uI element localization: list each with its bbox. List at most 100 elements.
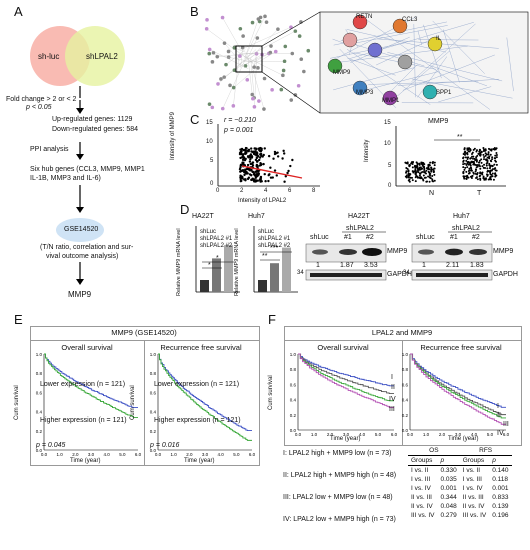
network-node <box>219 77 223 81</box>
network-node <box>252 65 256 69</box>
box-point-n <box>427 170 430 173</box>
scatter-point <box>257 155 260 158</box>
scatter-point <box>248 168 251 171</box>
wb2-n1: #1 <box>450 234 458 241</box>
e-os-xtick: 6.0 <box>135 452 142 457</box>
network-node <box>210 105 215 110</box>
e-rfs-ytick: 0.2 <box>150 429 157 434</box>
panel-e-title: MMP9 (GSE14520) <box>111 328 177 337</box>
box-point-n <box>433 164 436 167</box>
table-cell: 0.196 <box>492 512 509 519</box>
box-point-t <box>485 162 488 165</box>
zoom-network <box>327 14 514 110</box>
box-point-n <box>408 164 411 167</box>
box-point-t <box>471 155 474 158</box>
up-regulated-text: Up-regulated genes: 1129 <box>52 116 133 123</box>
box-point-t <box>485 164 488 167</box>
network-node <box>241 34 245 38</box>
hub-genes-line2: IL-1B, MMP3 and IL-6) <box>30 175 101 182</box>
scatter-point <box>242 156 246 159</box>
network-hub-node <box>422 84 438 100</box>
box-point-t <box>463 168 466 171</box>
bar-legend-2b: shLPAL2 #1 <box>258 236 291 242</box>
box-point-t <box>493 163 496 166</box>
box-point-n <box>422 174 425 177</box>
box-point-t <box>471 157 474 160</box>
box-point-n <box>431 175 434 178</box>
wb2-mw: 34 <box>403 270 410 276</box>
box-point-n <box>411 166 414 169</box>
box-point-t <box>462 170 465 173</box>
scatter-point <box>242 148 245 152</box>
panel-label-b: B <box>190 4 199 19</box>
th-os: OS <box>429 447 439 454</box>
wb2-val-1: 2.11 <box>446 262 460 269</box>
scatter-point <box>243 178 246 181</box>
box-point-t <box>472 172 475 175</box>
box-point-t <box>462 156 465 159</box>
box-point-n <box>425 169 428 172</box>
km-curve <box>298 353 394 395</box>
box-point-n <box>423 168 426 171</box>
f-os-xtick: 6.0 <box>391 432 398 437</box>
node-label-retn: RETN <box>356 14 373 20</box>
scatter-point <box>259 175 263 179</box>
box-point-n <box>428 176 431 179</box>
scatter-point <box>255 173 259 177</box>
box-point-t <box>488 162 491 165</box>
scatter-point <box>273 169 277 172</box>
network-node <box>207 51 212 56</box>
table-cell: II vs. IV <box>462 503 485 510</box>
e-os-ytick: 0.0 <box>36 448 43 453</box>
bar <box>282 247 291 292</box>
scatter-ytick-2: 5 <box>210 158 214 164</box>
network-node <box>299 57 304 61</box>
box-point-n <box>405 170 408 173</box>
e-os-xtick: 4.0 <box>104 452 111 457</box>
table-row: I vs. III 0.035 I vs. III 0.118 <box>408 475 512 484</box>
box-point-t <box>465 178 468 181</box>
box-point-t <box>495 156 498 159</box>
e-os-high-label: Higher expression (n = 121) <box>40 417 127 424</box>
table-cell: II vs. IV <box>411 503 433 510</box>
f-rfs-ytick: 0.8 <box>402 367 409 372</box>
e-rfs-xtick: 4.0 <box>218 452 225 457</box>
scatter-point <box>244 151 247 155</box>
scatter-xtick-1: 2 <box>240 188 244 194</box>
box-point-n <box>407 176 410 179</box>
network-node <box>210 60 215 64</box>
table-cell: 0.344 <box>440 494 457 501</box>
bars-ha22t <box>200 245 233 292</box>
box-point-t <box>463 148 466 151</box>
km-curve <box>44 353 138 418</box>
box-point-n <box>411 170 414 173</box>
box-point-t <box>478 150 481 153</box>
bar-title-ha22t: HA22T <box>192 213 214 220</box>
scatter-point <box>286 171 289 175</box>
box-point-t <box>473 147 476 150</box>
table-row: III vs. IV 0.279 III vs. IV 0.196 <box>408 511 512 520</box>
e-rfs-xtick: 1.0 <box>171 452 178 457</box>
box-point-t <box>465 159 468 162</box>
box-point-t <box>464 156 467 159</box>
f-rfs-xtick: 3.0 <box>455 432 462 437</box>
node-label-mmp1: MMP1 <box>382 98 400 104</box>
scatter-point <box>239 170 242 173</box>
box-point-t <box>495 152 498 155</box>
bar-legend-3b: shLPAL2 #2 <box>258 243 291 249</box>
f-rfs-IV: IV <box>497 430 504 437</box>
box-point-t <box>484 148 487 151</box>
regression-line <box>241 165 303 179</box>
f-rfs-xtick: 0.0 <box>407 432 414 437</box>
box-point-t <box>483 148 486 151</box>
box-point-t <box>494 167 497 170</box>
scatter-point <box>245 147 248 150</box>
box-point-t <box>463 151 466 154</box>
scatter-point <box>255 170 258 173</box>
f-rfs-III: III <box>503 421 509 428</box>
f-rfs-xtick: 4.0 <box>471 432 478 437</box>
f-rfs-xtick: 2.0 <box>439 432 446 437</box>
e-rfs-p: p = 0.016 <box>150 442 180 449</box>
wb1-n2: #2 <box>366 234 374 241</box>
